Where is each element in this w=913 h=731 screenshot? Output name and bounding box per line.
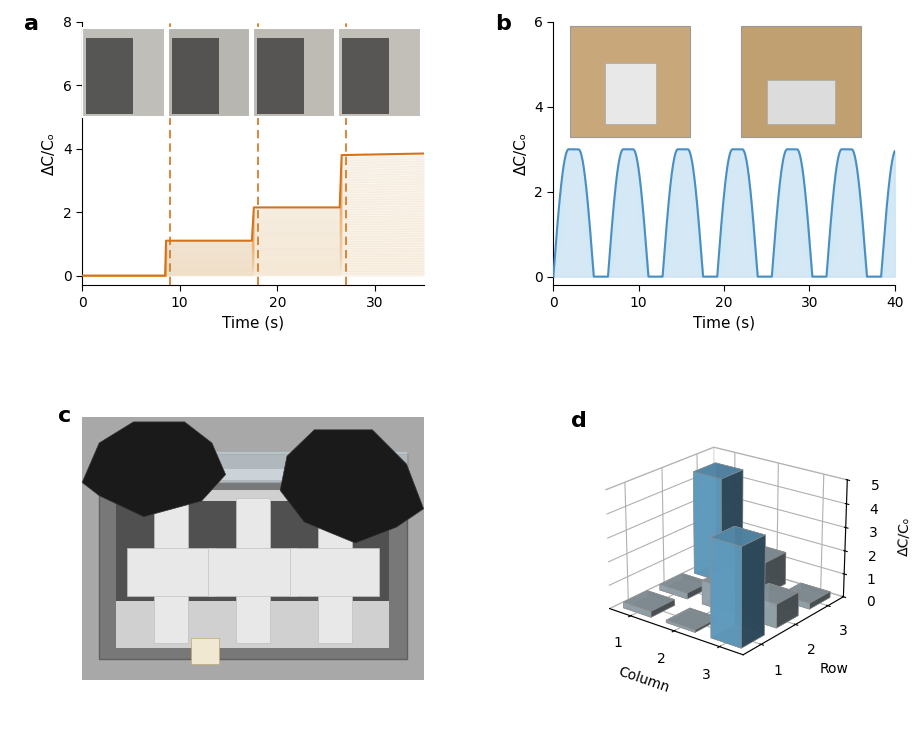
Bar xyxy=(100,451,406,482)
Y-axis label: ΔC/Cₒ: ΔC/Cₒ xyxy=(42,132,58,175)
Bar xyxy=(154,499,188,643)
Bar xyxy=(342,39,390,114)
Bar xyxy=(192,637,219,664)
Bar xyxy=(102,469,404,480)
Text: d: d xyxy=(572,412,587,431)
Bar xyxy=(318,499,352,643)
Bar xyxy=(116,491,390,648)
Bar xyxy=(290,548,379,596)
Bar xyxy=(257,39,304,114)
Bar xyxy=(604,63,656,124)
Text: a: a xyxy=(24,14,39,34)
Bar xyxy=(100,453,406,659)
Bar xyxy=(767,80,835,124)
Bar xyxy=(741,26,861,137)
Y-axis label: ΔC/Cₒ: ΔC/Cₒ xyxy=(513,132,529,175)
Bar xyxy=(127,548,215,596)
Text: c: c xyxy=(58,406,71,426)
Bar xyxy=(167,29,250,117)
Y-axis label: Row: Row xyxy=(819,662,848,676)
Bar xyxy=(338,29,421,117)
Polygon shape xyxy=(280,430,424,543)
Bar xyxy=(116,501,390,601)
Bar xyxy=(82,29,164,117)
Bar xyxy=(236,499,270,643)
Bar xyxy=(87,39,133,114)
Polygon shape xyxy=(82,422,226,517)
Text: b: b xyxy=(495,14,511,34)
Bar xyxy=(571,26,690,137)
Bar xyxy=(253,29,335,117)
X-axis label: Column: Column xyxy=(616,664,671,695)
Bar xyxy=(172,39,219,114)
Bar xyxy=(208,548,298,596)
X-axis label: Time (s): Time (s) xyxy=(693,315,755,330)
X-axis label: Time (s): Time (s) xyxy=(222,315,284,330)
